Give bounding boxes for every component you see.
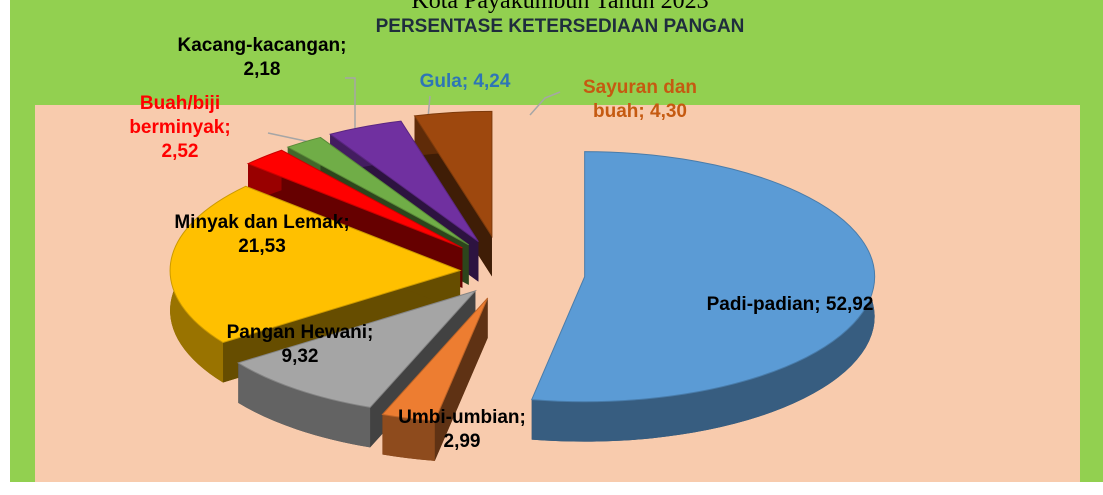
data-label: Umbi-umbian; 2,99 bbox=[387, 406, 537, 454]
category-label: Padi-padian bbox=[706, 294, 815, 315]
data-label: Buah/biji berminyak; 2,52 bbox=[110, 92, 250, 164]
label-separator: ; bbox=[461, 71, 469, 92]
value-label: 2,99 bbox=[443, 431, 481, 452]
value-label: 21,53 bbox=[238, 236, 286, 257]
data-label: Minyak dan Lemak; 21,53 bbox=[162, 211, 362, 259]
slice-top bbox=[381, 297, 489, 422]
category-label: Buah/biji berminyak bbox=[129, 93, 225, 138]
category-label: Gula bbox=[419, 71, 462, 92]
value-label: 52,92 bbox=[825, 294, 874, 315]
label-separator: ; bbox=[638, 101, 645, 122]
slice bbox=[530, 151, 876, 442]
category-label: Umbi-umbian bbox=[398, 407, 520, 428]
value-label: 9,32 bbox=[281, 346, 319, 367]
data-label: Pangan Hewani; 9,32 bbox=[220, 321, 380, 369]
label-separator: ; bbox=[519, 407, 526, 428]
slice-side bbox=[238, 362, 371, 448]
data-label: Padi-padian; 52,92 bbox=[700, 293, 880, 317]
label-separator: ; bbox=[367, 322, 374, 343]
category-label: Minyak dan Lemak bbox=[174, 212, 344, 233]
chart-title: PERSENTASE KETERSEDIAAN PANGAN bbox=[375, 16, 745, 37]
data-label: Kacang-kacangan; 2,18 bbox=[177, 34, 347, 82]
slice-top bbox=[413, 110, 493, 239]
slice-top bbox=[169, 185, 462, 344]
label-separator: ; bbox=[814, 294, 821, 315]
slice-top bbox=[530, 151, 876, 403]
leader-line bbox=[529, 91, 561, 116]
category-label: Pangan Hewani bbox=[226, 322, 368, 343]
slice-top bbox=[329, 120, 479, 243]
label-separator: ; bbox=[340, 35, 347, 56]
value-label: 2,18 bbox=[243, 59, 281, 80]
slice-top bbox=[237, 289, 477, 408]
category-label: Sayuran dan buah bbox=[582, 77, 698, 122]
slice-top bbox=[246, 149, 463, 249]
leader-line bbox=[267, 132, 311, 143]
chart-subtitle: Kota Payakumbuh Tahun 2023 bbox=[411, 0, 709, 14]
value-label: 4,24 bbox=[473, 71, 511, 92]
value-label: 2,52 bbox=[161, 141, 199, 162]
slice-side bbox=[382, 414, 435, 461]
label-separator: ; bbox=[343, 212, 350, 233]
data-label: Sayuran dan buah; 4,30 bbox=[555, 76, 725, 124]
leader-lines bbox=[267, 77, 561, 143]
slice-top bbox=[286, 136, 470, 246]
data-label: Gula; 4,24 bbox=[385, 70, 545, 94]
leader-line bbox=[345, 77, 356, 130]
value-label: 4,30 bbox=[650, 101, 687, 122]
label-separator: ; bbox=[224, 117, 231, 138]
category-label: Kacang-kacangan bbox=[177, 35, 341, 56]
slice bbox=[381, 297, 489, 461]
slice bbox=[169, 185, 462, 383]
